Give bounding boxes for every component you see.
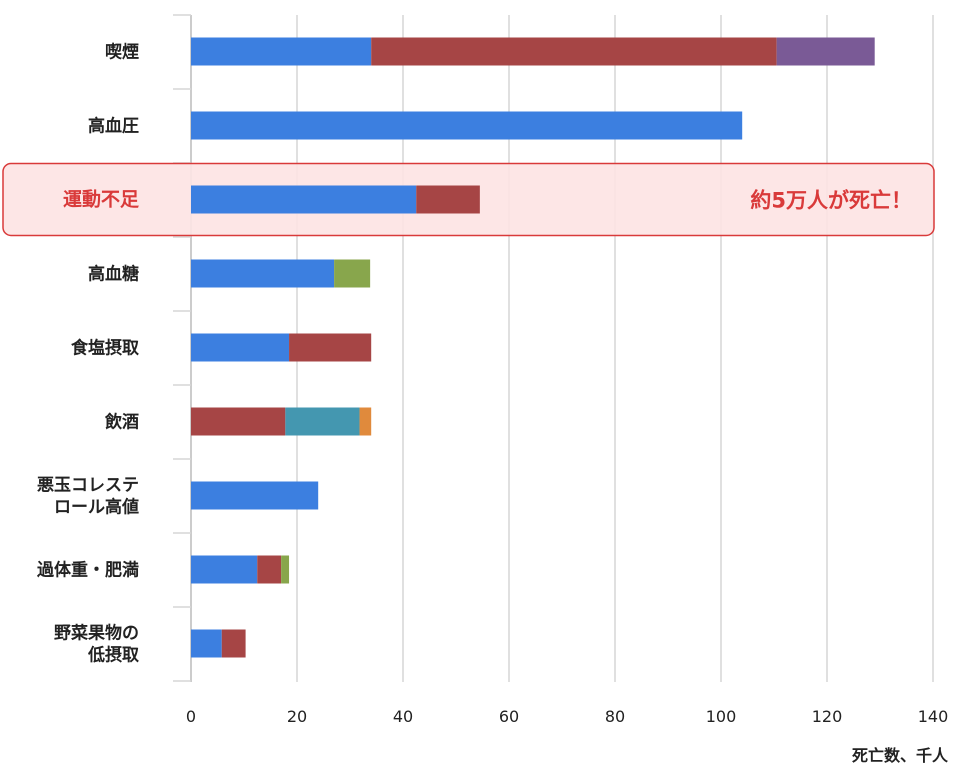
highlight-annotation: 約5万人が死亡！ xyxy=(750,189,912,213)
x-axis-title: 死亡数、千人 xyxy=(852,746,949,765)
bar-7-series-1 xyxy=(257,555,282,584)
bar-7-series-3 xyxy=(281,555,290,584)
bar-1-series-0 xyxy=(191,111,743,140)
bar-4-series-1 xyxy=(289,333,372,362)
category-label-3: 高血糖 xyxy=(88,264,139,285)
category-label-7: 過体重・肥満 xyxy=(37,560,139,581)
x-tick-label-4: 80 xyxy=(605,707,625,726)
bar-0-series-0 xyxy=(191,37,372,66)
bar-8-series-0 xyxy=(191,629,222,658)
category-label-4: 食塩摂取 xyxy=(71,338,139,359)
bar-3-series-3 xyxy=(334,259,371,288)
bar-5-series-5 xyxy=(359,407,372,436)
category-label-8: 野菜果物の低摂取 xyxy=(54,623,139,666)
x-tick-label-3: 60 xyxy=(499,707,519,726)
bar-7-series-0 xyxy=(191,555,258,584)
x-tick-label-5: 100 xyxy=(706,707,737,726)
bar-5-series-1 xyxy=(191,407,286,436)
bar-2-series-1 xyxy=(416,185,480,214)
category-label-6: 悪玉コレステロール高値 xyxy=(37,476,139,518)
x-tick-label-7: 140 xyxy=(918,707,949,726)
category-label-0: 喫煙 xyxy=(105,43,139,63)
bar-0-series-2 xyxy=(776,37,875,66)
bar-5-series-4 xyxy=(285,407,360,436)
x-tick-label-0: 0 xyxy=(186,707,196,726)
bar-4-series-0 xyxy=(191,333,290,362)
x-tick-label-1: 20 xyxy=(287,707,307,726)
category-label-1: 高血圧 xyxy=(88,116,139,137)
bar-6-series-0 xyxy=(191,481,319,510)
x-tick-label-2: 40 xyxy=(393,707,413,726)
bar-3-series-0 xyxy=(191,259,335,288)
bar-8-series-1 xyxy=(221,629,246,658)
category-label-5: 飲酒 xyxy=(104,412,139,433)
bar-2-series-0 xyxy=(191,185,417,214)
x-tick-label-6: 120 xyxy=(812,707,843,726)
bar-0-series-1 xyxy=(371,37,777,66)
category-label-2: 運動不足 xyxy=(63,189,140,211)
